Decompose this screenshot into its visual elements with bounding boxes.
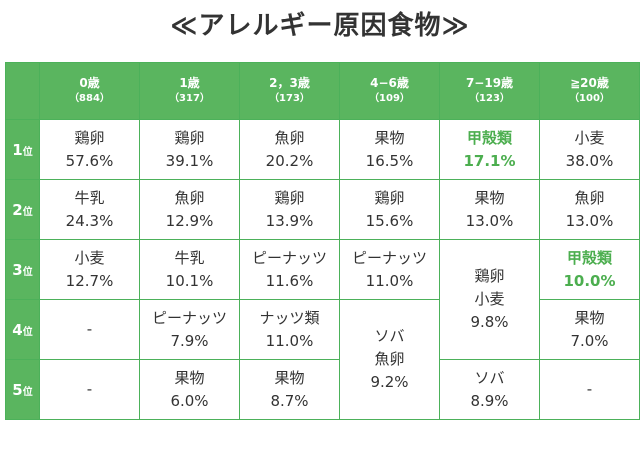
table-row: 1位 鶏卵 57.6% 鶏卵 39.1% 魚卵 20.2% 果物 16.5% 甲殻類 17… <box>5 119 640 180</box>
table-cell-empty: - <box>39 299 140 360</box>
table-cell: ピーナッツ 11.6% <box>239 239 340 300</box>
corner-cell <box>5 62 40 120</box>
table-cell: 果物 8.7% <box>239 359 340 420</box>
table-cell: 魚卵 12.9% <box>139 179 240 240</box>
table-cell: 魚卵 20.2% <box>239 119 340 180</box>
header-age-7-19: 7−19歳 （123） <box>439 62 540 120</box>
table-cell: 牛乳 10.1% <box>139 239 240 300</box>
table-row: 4位 - ピーナッツ 7.9% ナッツ類 11.0% ソバ 魚卵 9.2% 果物 7.0% <box>5 299 640 420</box>
rank-2-label: 2位 <box>5 179 40 240</box>
header-age-4-6: 4−6歳 （109） <box>339 62 440 120</box>
header-age-20plus: ≧20歳 （100） <box>539 62 640 120</box>
table-cell: ピーナッツ 11.0% <box>339 239 440 300</box>
table-cell: 鶏卵 57.6% <box>39 119 140 180</box>
header-age-1: 1歳 （317） <box>139 62 240 120</box>
table-cell: 果物 6.0% <box>139 359 240 420</box>
header-row: 0歳 （884） 1歳 （317） 2，3歳 （173） 4−6歳 （109） 7−19… <box>5 62 640 120</box>
header-age-2-3: 2，3歳 （173） <box>239 62 340 120</box>
rank-3-label: 3位 <box>5 239 40 300</box>
table-cell: ソバ 8.9% <box>439 359 540 420</box>
table-cell: 魚卵 13.0% <box>539 179 640 240</box>
table-row: 3位 小麦 12.7% 牛乳 10.1% ピーナッツ 11.6% ピーナッツ 11.0%… <box>5 239 640 360</box>
table-cell-empty: - <box>539 359 640 420</box>
table-cell: 鶏卵 15.6% <box>339 179 440 240</box>
table-cell-merged: ソバ 魚卵 9.2% <box>339 299 440 420</box>
table-cell: 果物 7.0% <box>539 299 640 360</box>
table-cell: 小麦 38.0% <box>539 119 640 180</box>
table-cell-merged: 鶏卵 小麦 9.8% <box>439 239 540 360</box>
table-row: 5位 - 果物 6.0% 果物 8.7% ソバ 8.9% - <box>5 359 640 420</box>
table-row: 2位 牛乳 24.3% 魚卵 12.9% 鶏卵 13.9% 鶏卵 15.6% 果物 13.… <box>5 179 640 240</box>
header-age-0: 0歳 （884） <box>39 62 140 120</box>
table-cell: 小麦 12.7% <box>39 239 140 300</box>
rank-4-label: 4位 <box>5 299 40 360</box>
page-title: ≪アレルギー原因食物≫ <box>170 11 470 41</box>
table-cell-highlight: 甲殻類 17.1% <box>439 119 540 180</box>
table-cell: 鶏卵 39.1% <box>139 119 240 180</box>
table-cell: ピーナッツ 7.9% <box>139 299 240 360</box>
table-cell-empty: - <box>39 359 140 420</box>
allergy-table: 0歳 （884） 1歳 （317） 2，3歳 （173） 4−6歳 （109） 7−19… <box>5 62 640 420</box>
table-cell: 果物 16.5% <box>339 119 440 180</box>
rank-5-label: 5位 <box>5 359 40 420</box>
table-cell-highlight: 甲殻類 10.0% <box>539 239 640 300</box>
table-cell: 鶏卵 13.9% <box>239 179 340 240</box>
table-cell: ナッツ類 11.0% <box>239 299 340 360</box>
table-cell: 果物 13.0% <box>439 179 540 240</box>
table-cell: 牛乳 24.3% <box>39 179 140 240</box>
rank-1-label: 1位 <box>5 119 40 180</box>
